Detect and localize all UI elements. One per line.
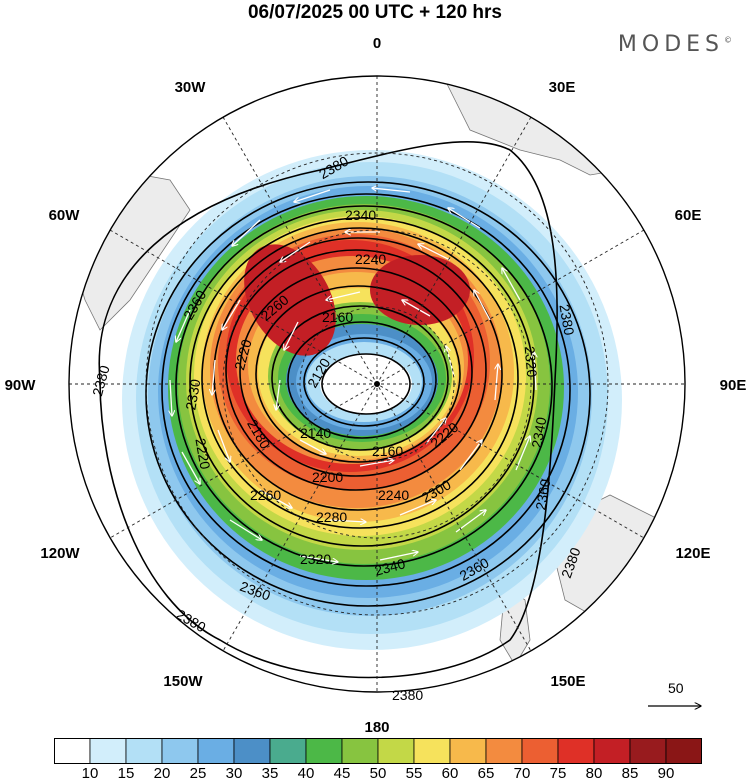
contour-label: 2220	[231, 337, 255, 371]
brand-mark: ©	[724, 35, 732, 45]
colorbar-swatch	[305, 738, 343, 764]
contour-2200	[255, 285, 461, 463]
contour-label: 2240	[355, 251, 386, 267]
colorbar-tick-label: 45	[333, 765, 351, 782]
contour-2220	[239, 267, 473, 477]
brand-logo: MODES©	[618, 32, 732, 57]
contour-2340	[161, 193, 571, 587]
contour-label: 2220	[192, 437, 213, 471]
colorbar-tick-label: 90	[657, 765, 675, 782]
colorbar-swatch	[54, 738, 91, 764]
colorbar-tick-label: 30	[225, 765, 243, 782]
lon-label-90e: 90E	[720, 377, 747, 394]
colorbar-tick-label: 75	[549, 765, 567, 782]
lon-label-120e: 120E	[675, 545, 710, 562]
colorbar-swatch	[269, 738, 307, 764]
lon-label-30w: 30W	[175, 79, 207, 96]
colorbar-swatch	[377, 738, 415, 764]
map-title: 06/07/2025 00 UTC + 120 hrs	[247, 2, 503, 23]
south-pole-marker	[374, 381, 380, 387]
contour-label: 2280	[316, 509, 347, 525]
contour-label: 2340	[345, 207, 376, 223]
colorbar-swatch	[485, 738, 523, 764]
contour-2240	[225, 249, 487, 491]
longitude-labels: 0 30E 60E 90E 120E 150E 180 150W 120W 90…	[5, 35, 747, 736]
lon-label-90w: 90W	[5, 377, 37, 394]
colorbar-tick-label: 60	[441, 765, 459, 782]
colorbar-swatch	[557, 738, 595, 764]
contour-label: 2340	[373, 555, 407, 579]
colorbar-tick-label: 40	[297, 765, 315, 782]
contour-label: 2140	[300, 425, 331, 441]
contour-label: 2360	[532, 478, 553, 512]
contour-2320	[175, 205, 553, 567]
colorbar-tick-label: 55	[405, 765, 423, 782]
colorbar-tick-label: 20	[153, 765, 171, 782]
contour-label: 2340	[528, 416, 549, 450]
lon-label-30e: 30E	[549, 79, 576, 96]
contour-2300	[189, 217, 535, 547]
lon-label-0: 0	[373, 35, 381, 52]
colorbar-tick-label: 25	[189, 765, 207, 782]
contour-label: 2200	[312, 469, 343, 485]
contour-label: 2160	[372, 443, 403, 459]
contour-2160	[287, 321, 437, 439]
contour-label: 2320	[522, 345, 541, 378]
colorbar-swatch	[161, 738, 199, 764]
contour-2280	[201, 227, 519, 529]
contour-label: 2380	[392, 687, 423, 703]
contour-label: 2260	[250, 487, 281, 503]
colorbar-tick-label: 10	[81, 765, 99, 782]
colorbar-swatch	[593, 738, 631, 764]
colorbar-swatch	[125, 738, 163, 764]
contour-2380	[98, 140, 558, 679]
contour-label: 2330	[182, 378, 203, 412]
colorbar	[54, 738, 702, 764]
colorbar-swatch	[413, 738, 451, 764]
colorbar-tick-label: 85	[621, 765, 639, 782]
lon-label-150e: 150E	[550, 673, 585, 690]
colorbar-swatch	[89, 738, 127, 764]
reference-vector: 50	[648, 680, 701, 706]
map-disk	[69, 76, 685, 692]
lon-label-60e: 60E	[675, 207, 702, 224]
colorbar-tick-label: 50	[369, 765, 387, 782]
contour-2180	[271, 305, 449, 451]
colorbar-swatch	[233, 738, 271, 764]
contour-label: 2320	[300, 551, 331, 567]
lon-label-150w: 150W	[163, 673, 203, 690]
contour-label: 2240	[378, 487, 409, 503]
colorbar-swatch	[197, 738, 235, 764]
colorbar-tick-label: 35	[261, 765, 279, 782]
colorbar-swatch	[449, 738, 487, 764]
contour-label: 2380	[556, 303, 577, 337]
colorbar-swatch	[341, 738, 379, 764]
contour-2140	[303, 337, 425, 427]
height-contours	[98, 140, 591, 679]
lon-label-120w: 120W	[40, 545, 80, 562]
lon-label-60w: 60W	[49, 207, 81, 224]
colorbar-swatch	[665, 738, 702, 764]
colorbar-tick-label: 65	[477, 765, 495, 782]
land-madagascar	[629, 174, 646, 206]
colorbar-tick-label: 80	[585, 765, 603, 782]
colorbar-swatches	[54, 738, 702, 764]
brand-text: MODES	[617, 32, 724, 57]
colorbar-tick-label: 70	[513, 765, 531, 782]
colorbar-tick-label: 15	[117, 765, 135, 782]
contour-label-group: 2380 2340 2240 2260 2160 2120 2220 2330 …	[89, 153, 584, 703]
colorbar-swatch	[521, 738, 559, 764]
contour-label: 2380	[89, 363, 113, 397]
colorbar-swatch	[629, 738, 667, 764]
contour-label: 2160	[322, 309, 353, 325]
reference-vector-label: 50	[668, 680, 684, 696]
map-boundary	[68, 75, 686, 693]
lon-label-180: 180	[364, 719, 389, 736]
